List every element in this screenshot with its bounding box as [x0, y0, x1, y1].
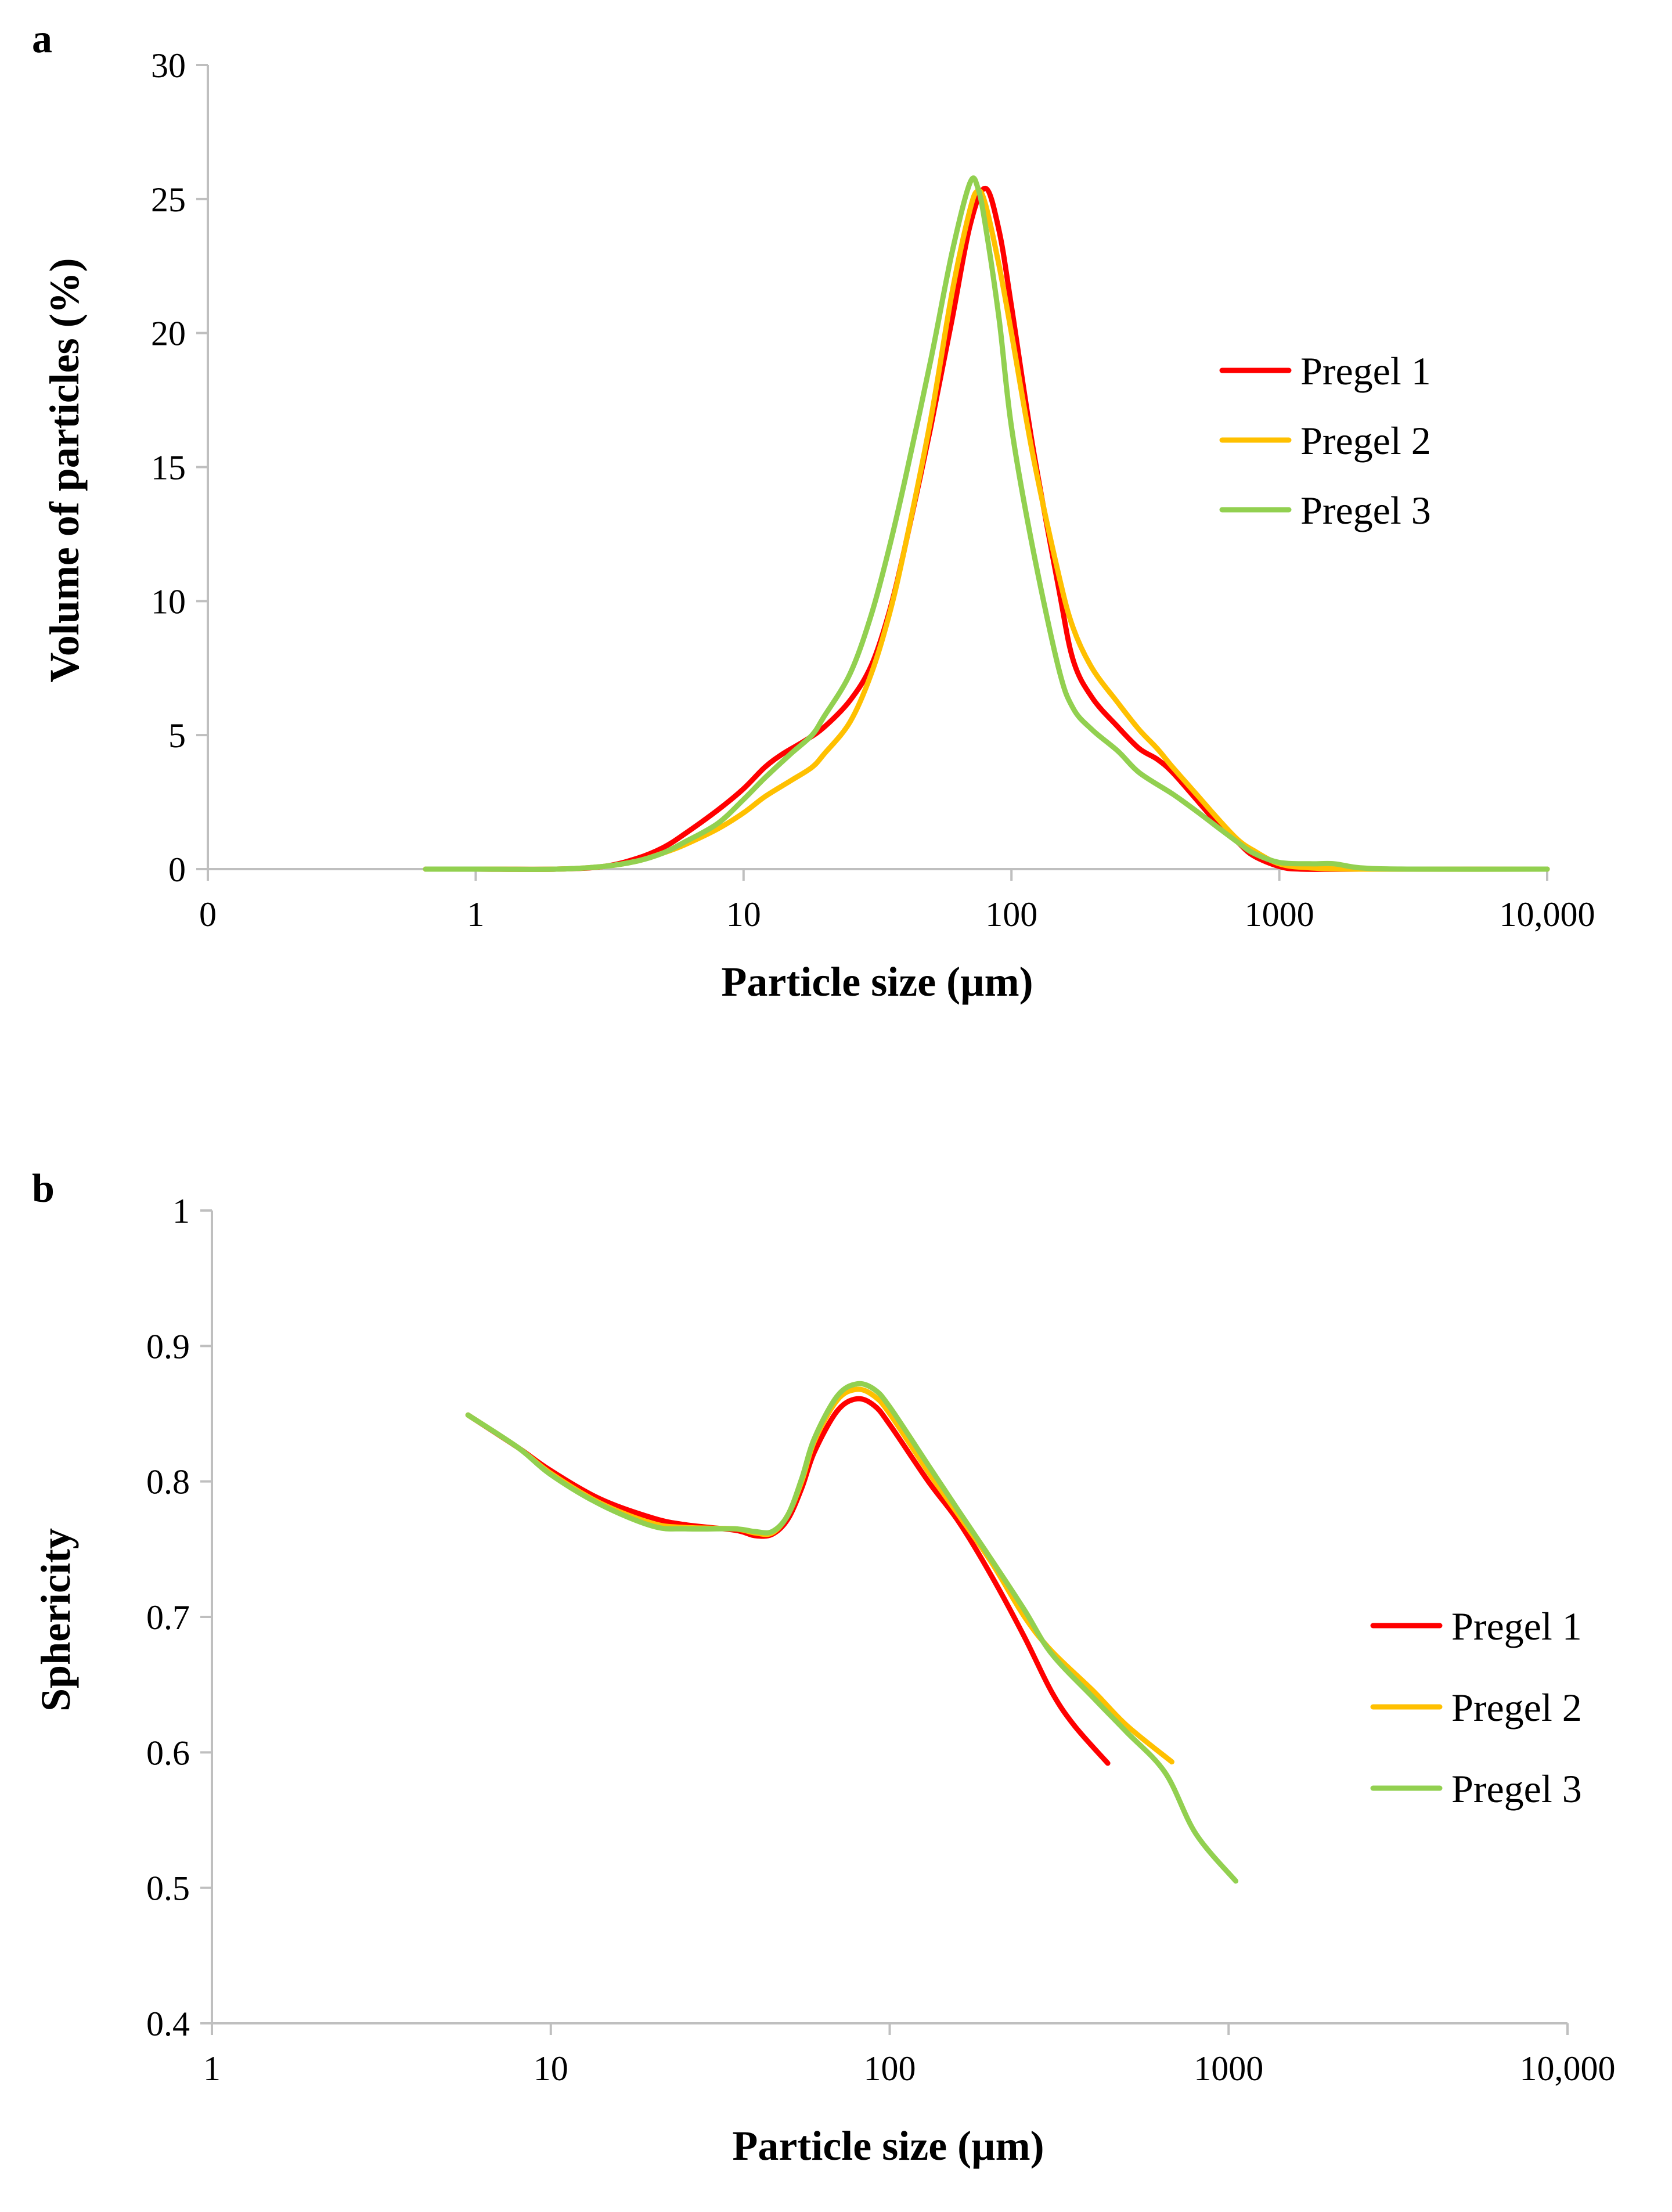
x-tick-label-a-3: 100: [985, 895, 1037, 934]
x-ticks-a: 0 1 10 100 1000 10,000: [199, 869, 1595, 934]
series-line-pregel-3-b: [465, 1381, 1239, 1884]
y-tick-label-a-4: 20: [151, 315, 186, 353]
x-tick-label-b-0: 1: [203, 2049, 221, 2088]
legend-label-pregel-3-b: Pregel 3: [1451, 1767, 1582, 1811]
x-tick-label-a-0: 0: [199, 895, 217, 934]
y-tick-label-b-0: 0.4: [146, 2005, 190, 2043]
legend-label-pregel-1-a: Pregel 1: [1300, 349, 1431, 393]
y-tick-label-a-5: 25: [151, 181, 186, 219]
chart-panel-b: b 0.4 0.5 0.6 0.7 0.8 0.9 1 1 10 100 1000 10,000 P…: [32, 1166, 1616, 2169]
legend-label-pregel-1-b: Pregel 1: [1451, 1604, 1582, 1648]
legend-label-pregel-2-a: Pregel 2: [1300, 419, 1431, 463]
y-tick-label-a-1: 5: [168, 716, 186, 755]
series-lines-b: [465, 1381, 1239, 1884]
x-tick-label-b-1: 10: [534, 2049, 568, 2088]
y-tick-label-b-6: 1: [172, 1192, 190, 1230]
panel-label-b: b: [32, 1166, 55, 1211]
series-line-pregel-1-a: [423, 185, 1550, 872]
x-axis-title-a: Particle size (µm): [721, 959, 1033, 1005]
series-line-pregel-1-b: [465, 1396, 1111, 1766]
x-tick-label-b-4: 10,000: [1520, 2049, 1616, 2088]
legend-a: Pregel 1 Pregel 2 Pregel 3: [1219, 349, 1431, 532]
y-tick-label-b-5: 0.9: [146, 1327, 190, 1366]
series-line-pregel-2-a: [423, 188, 1550, 872]
y-tick-label-b-2: 0.6: [146, 1734, 190, 1772]
legend-label-pregel-2-b: Pregel 2: [1451, 1685, 1582, 1730]
y-tick-label-a-2: 10: [151, 582, 186, 621]
x-axis-title-b: Particle size (µm): [732, 2123, 1044, 2169]
x-tick-label-a-4: 1000: [1245, 895, 1314, 934]
y-tick-label-b-1: 0.5: [146, 1869, 190, 1908]
y-tick-label-a-6: 30: [151, 46, 186, 85]
series-lines-a: [423, 175, 1550, 872]
y-axis-title-a: Volume of particles (%): [41, 258, 88, 682]
y-ticks-b: 0.4 0.5 0.6 0.7 0.8 0.9 1: [146, 1192, 212, 2043]
axes-b: [211, 1211, 1568, 2024]
x-ticks-b: 1 10 100 1000 10,000: [203, 2023, 1616, 2088]
y-axis-title-b: Sphericity: [33, 1528, 79, 1712]
x-tick-label-b-3: 1000: [1194, 2049, 1263, 2088]
x-tick-label-b-2: 100: [864, 2049, 916, 2088]
y-tick-label-a-3: 15: [151, 449, 186, 487]
chart-panel-a: a 0 5 10 15 20 25 30 0 1 10 100 1000 10,000 Particl…: [32, 17, 1595, 1005]
axes-a: [207, 65, 1547, 870]
y-tick-label-b-4: 0.8: [146, 1463, 190, 1501]
legend-label-pregel-3-a: Pregel 3: [1300, 488, 1431, 532]
series-line-pregel-3-a: [423, 175, 1550, 872]
y-tick-label-b-3: 0.7: [146, 1598, 190, 1637]
y-tick-label-a-0: 0: [168, 851, 186, 889]
x-tick-label-a-2: 10: [726, 895, 761, 934]
panel-label-a: a: [32, 17, 52, 62]
x-tick-label-a-1: 1: [467, 895, 484, 934]
legend-b: Pregel 1 Pregel 2 Pregel 3: [1370, 1604, 1582, 1811]
x-tick-label-a-5: 10,000: [1500, 895, 1595, 934]
y-ticks-a: 0 5 10 15 20 25 30: [151, 46, 208, 889]
